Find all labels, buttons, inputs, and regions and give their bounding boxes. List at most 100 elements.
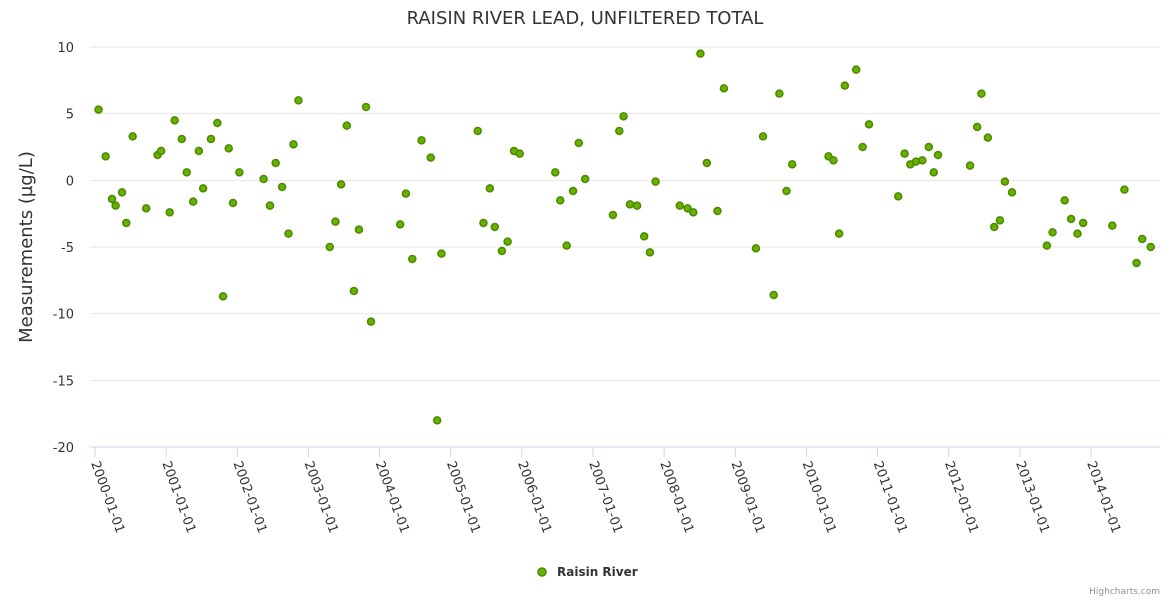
data-point[interactable] [972, 122, 982, 132]
data-point[interactable] [651, 177, 660, 186]
data-point[interactable] [918, 156, 927, 165]
data-point[interactable] [639, 232, 649, 241]
data-point[interactable] [165, 208, 174, 217]
data-point[interactable] [235, 168, 244, 177]
data-point[interactable] [177, 134, 187, 144]
data-point[interactable] [851, 65, 861, 74]
data-point[interactable] [1137, 234, 1147, 244]
data-point[interactable] [775, 89, 784, 98]
legend-marker-icon[interactable] [537, 567, 547, 577]
data-point[interactable] [787, 160, 797, 169]
data-point[interactable] [1073, 229, 1082, 238]
data-point[interactable] [437, 249, 446, 258]
data-point[interactable] [829, 156, 838, 165]
data-point[interactable] [497, 246, 507, 256]
data-point[interactable] [170, 116, 179, 125]
data-point[interactable] [485, 184, 495, 193]
data-point[interactable] [977, 89, 986, 98]
data-point[interactable] [989, 222, 999, 232]
data-point[interactable] [141, 204, 151, 213]
data-point[interactable] [1000, 177, 1010, 186]
data-point[interactable] [983, 133, 993, 142]
data-point[interactable] [580, 174, 590, 184]
data-point[interactable] [473, 126, 482, 136]
data-point[interactable] [924, 142, 934, 152]
data-point[interactable] [858, 142, 867, 152]
data-point[interactable] [556, 196, 565, 205]
data-point[interactable] [933, 150, 943, 160]
data-point[interactable] [479, 218, 488, 228]
data-point[interactable] [228, 198, 238, 208]
data-point[interactable] [277, 182, 287, 192]
data-point[interactable] [401, 189, 411, 198]
data-point[interactable] [645, 248, 655, 257]
data-point[interactable] [366, 317, 376, 326]
data-point[interactable] [194, 146, 204, 156]
data-point[interactable] [1066, 214, 1076, 224]
data-point[interactable] [490, 222, 500, 232]
data-point[interactable] [206, 134, 216, 144]
data-point[interactable] [395, 220, 405, 229]
data-point[interactable] [361, 102, 371, 112]
data-point[interactable] [568, 186, 578, 196]
data-point[interactable] [702, 158, 712, 168]
data-point[interactable] [342, 121, 352, 130]
data-point[interactable] [336, 180, 346, 189]
data-point[interactable] [1042, 241, 1052, 250]
data-point[interactable] [758, 132, 768, 141]
data-point[interactable] [188, 197, 198, 206]
legend-item-raisin-river[interactable]: Raisin River [557, 565, 638, 579]
data-point[interactable] [101, 152, 110, 161]
data-point[interactable] [432, 416, 442, 425]
data-point[interactable] [1007, 188, 1017, 197]
data-point[interactable] [156, 146, 166, 156]
data-point[interactable] [1146, 242, 1156, 252]
data-point[interactable] [834, 229, 844, 238]
credits-link[interactable]: Highcharts.com [1089, 587, 1160, 597]
data-point[interactable] [354, 225, 364, 234]
data-point[interactable] [608, 210, 618, 220]
data-point[interactable] [198, 184, 208, 193]
data-point[interactable] [551, 168, 560, 177]
data-point[interactable] [615, 126, 624, 136]
data-point[interactable] [503, 237, 512, 246]
data-point[interactable] [94, 105, 103, 114]
data-point[interactable] [128, 132, 137, 141]
data-point[interactable] [995, 216, 1005, 225]
data-point[interactable] [331, 217, 340, 226]
data-point[interactable] [289, 140, 298, 149]
data-point[interactable] [218, 292, 228, 301]
data-point[interactable] [349, 286, 359, 296]
data-point[interactable] [1060, 196, 1069, 205]
data-point[interactable] [408, 254, 417, 264]
data-point[interactable] [893, 192, 903, 201]
data-point[interactable] [562, 241, 571, 250]
data-point[interactable] [625, 200, 635, 209]
data-point[interactable] [696, 49, 705, 58]
data-point[interactable] [265, 201, 275, 210]
data-point[interactable] [213, 118, 222, 128]
data-point[interactable] [117, 188, 127, 197]
data-point[interactable] [515, 149, 524, 158]
data-point[interactable] [111, 201, 120, 210]
data-point[interactable] [719, 84, 729, 93]
data-point[interactable] [675, 201, 685, 210]
data-point[interactable] [122, 218, 131, 228]
data-point[interactable] [713, 206, 722, 216]
data-point[interactable] [965, 161, 975, 170]
data-point[interactable] [840, 81, 850, 90]
data-point[interactable] [426, 153, 436, 162]
data-point[interactable] [259, 174, 268, 184]
data-point[interactable] [294, 96, 303, 105]
data-point[interactable] [683, 204, 692, 213]
data-point[interactable] [224, 144, 233, 153]
data-point[interactable] [107, 194, 117, 204]
data-point[interactable] [1132, 258, 1141, 268]
legend[interactable]: Raisin River [537, 565, 638, 579]
data-point[interactable] [1108, 221, 1117, 230]
data-point[interactable] [574, 138, 584, 148]
data-point[interactable] [632, 201, 642, 210]
data-point[interactable] [1048, 228, 1057, 237]
data-point[interactable] [284, 229, 293, 238]
data-point[interactable] [769, 290, 778, 300]
